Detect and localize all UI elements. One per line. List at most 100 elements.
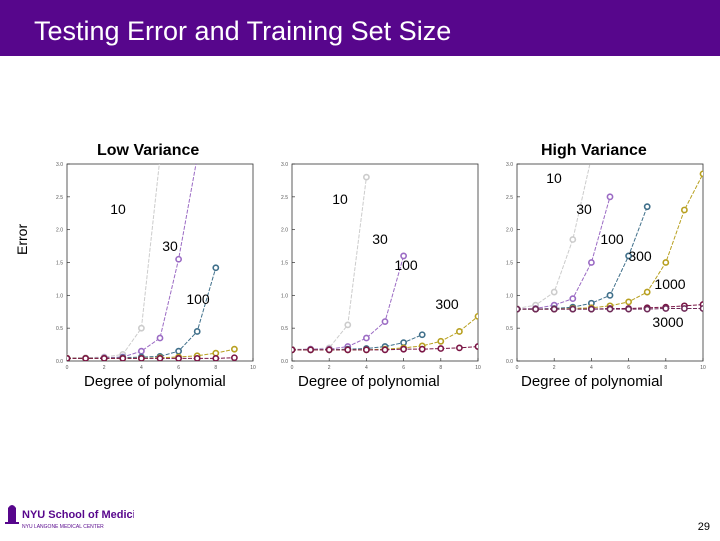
x-axis-label-middle: Degree of polynomial: [298, 373, 440, 390]
annotation-30: 30: [162, 238, 178, 254]
series-line-10: [292, 177, 367, 350]
y-tick-label: 3.0: [281, 162, 288, 168]
point-30: [195, 155, 200, 160]
y-tick-label: 1.0: [56, 293, 63, 299]
point-1000: [418, 345, 426, 353]
point-1000: [400, 345, 407, 353]
point-1000: [212, 354, 220, 361]
x-tick-label: 0: [66, 365, 69, 371]
point-30: [175, 255, 182, 263]
point-1000: [292, 346, 296, 354]
low-variance-label: Low Variance: [97, 142, 200, 159]
x-tick-label: 8: [439, 365, 442, 371]
annotation-300: 300: [628, 248, 652, 264]
point-100: [212, 264, 220, 272]
point-10: [362, 173, 370, 181]
y-tick-label: 3.0: [506, 162, 513, 168]
x-axis-label-right: Degree of polynomial: [521, 373, 663, 390]
point-10: [344, 321, 352, 329]
high-variance-label: High Variance: [541, 142, 647, 159]
point-3000: [662, 305, 670, 312]
y-tick-label: 0.0: [281, 359, 288, 365]
y-tick-label: 0.0: [506, 359, 513, 365]
point-1000: [307, 346, 314, 354]
annotation-1000: 1000: [654, 276, 685, 292]
page-number: 29: [697, 521, 710, 533]
point-1000: [344, 346, 352, 354]
point-3000: [588, 305, 595, 313]
y-tick-label: 0.5: [506, 326, 513, 332]
point-10: [550, 288, 558, 296]
point-1000: [474, 343, 478, 350]
point-3000: [625, 305, 632, 313]
annotation-300: 300: [435, 296, 459, 312]
series-line-30: [292, 255, 405, 351]
point-30: [362, 334, 370, 342]
x-axis-label-left: Degree of polynomial: [84, 373, 226, 390]
y-tick-label: 2.5: [281, 195, 288, 201]
point-10: [157, 155, 162, 160]
x-tick-label: 8: [664, 365, 667, 371]
series-line-30: [517, 196, 611, 310]
x-tick-label: 10: [250, 365, 256, 371]
x-tick-label: 6: [177, 365, 180, 371]
annotation-30: 30: [576, 201, 592, 217]
plot-frame: [66, 163, 254, 362]
point-30: [588, 259, 595, 266]
point-3000: [643, 305, 651, 313]
point-10: [137, 324, 145, 332]
point-1000: [100, 354, 108, 361]
annotation-3000: 3000: [652, 314, 683, 330]
point-1000: [437, 345, 445, 352]
y-tick-label: 2.0: [506, 228, 513, 234]
annotation-100: 100: [186, 291, 210, 307]
point-300: [230, 345, 238, 353]
chart-high-variance-right: 0.0 0.5 1.0 1.5 2.0 2.5 3.0 0 2 4 6 8 10 10 30 10030010…: [506, 162, 706, 371]
point-30: [606, 193, 614, 201]
series-line-1000: [67, 357, 235, 359]
nyu-logo: NYU School of Medicine NYU LANGONE MEDIC…: [4, 500, 149, 536]
x-tick-label: 8: [214, 365, 217, 371]
x-tick-label: 2: [328, 365, 331, 371]
x-tick-label: 4: [140, 365, 143, 371]
annotation-100: 100: [394, 257, 418, 273]
series-line-10: [67, 164, 160, 359]
x-tick-label: 10: [475, 365, 481, 371]
point-3000: [532, 305, 539, 313]
y-tick-label: 0.0: [56, 359, 63, 365]
chart-low-variance-left: 0.0 0.5 1.0 1.5 2.0 2.5 3.0 0 2 4 6 8 10 10 30 100: [56, 155, 256, 371]
point-300: [662, 259, 670, 266]
chart-middle: 0.0 0.5 1.0 1.5 2.0 2.5 3.0 0 2 4 6 8 10 10 30 100 300: [281, 162, 481, 371]
point-300: [212, 349, 220, 357]
point-100: [625, 252, 632, 260]
point-1000: [455, 344, 463, 352]
point-300: [643, 288, 651, 296]
annotation-10: 10: [110, 201, 126, 217]
x-tick-label: 6: [402, 365, 405, 371]
point-30: [137, 347, 145, 355]
y-tick-label: 1.0: [506, 293, 513, 299]
x-tick-label: 6: [627, 365, 630, 371]
annotation-10: 10: [546, 170, 562, 186]
point-300: [625, 298, 632, 306]
point-100: [400, 339, 407, 347]
point-300: [455, 328, 463, 335]
point-3000: [569, 305, 577, 313]
y-tick-label: 0.5: [281, 326, 288, 332]
point-1000: [138, 354, 145, 361]
point-300: [437, 337, 445, 345]
point-10: [569, 236, 577, 243]
x-tick-label: 4: [365, 365, 368, 371]
point-1000: [381, 346, 389, 354]
point-1000: [82, 354, 89, 361]
point-1000: [193, 354, 201, 361]
y-tick-label: 1.0: [281, 293, 288, 299]
point-300: [474, 312, 478, 320]
plot-frame: [291, 163, 479, 362]
x-tick-label: 2: [103, 365, 106, 371]
point-30: [156, 334, 164, 342]
y-tick-label: 2.5: [506, 195, 513, 201]
point-3000: [606, 305, 614, 313]
point-100: [193, 328, 201, 335]
